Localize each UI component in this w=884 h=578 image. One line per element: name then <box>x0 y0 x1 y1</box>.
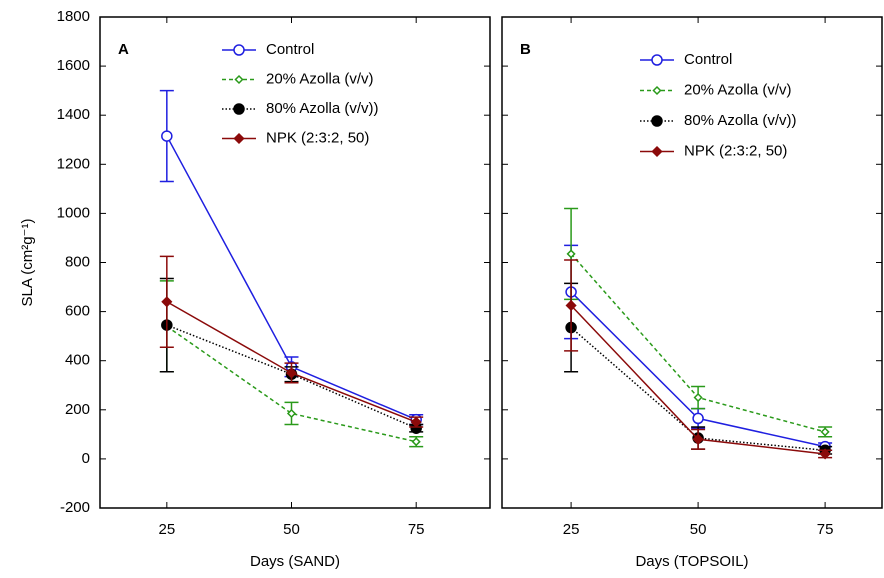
marker <box>565 299 577 312</box>
marker <box>161 296 173 308</box>
legend-marker <box>233 103 245 115</box>
y-tick-label: -200 <box>60 499 90 516</box>
y-tick-label: 400 <box>65 352 90 369</box>
legend-label: 20% Azolla (v/v) <box>266 70 374 87</box>
legend-label: Control <box>266 41 314 58</box>
marker <box>286 408 297 419</box>
legend-marker <box>234 74 244 85</box>
y-tick-label: 0 <box>82 450 90 467</box>
marker <box>161 130 173 142</box>
x-axis-label: Days (SAND) <box>250 553 340 570</box>
y-tick-label: 1800 <box>57 8 90 25</box>
marker <box>411 437 421 447</box>
x-tick-label: 75 <box>408 521 425 538</box>
y-tick-label: 1000 <box>57 204 90 221</box>
legend-label: NPK (2:3:2, 50) <box>266 129 369 146</box>
plot-frame <box>99 16 491 509</box>
y-axis-label: SLA (cm²g⁻¹) <box>19 219 36 307</box>
legend-marker <box>652 85 662 96</box>
legend-marker <box>651 54 663 66</box>
legend-label: Control <box>684 51 732 68</box>
x-tick-label: 25 <box>158 521 175 538</box>
marker <box>692 412 704 425</box>
marker <box>692 433 704 445</box>
marker <box>819 448 831 460</box>
legend-label: 80% Azolla (v/v)) <box>684 112 797 129</box>
x-tick-label: 50 <box>283 521 300 538</box>
series-line <box>166 325 417 443</box>
legend-marker <box>651 115 663 127</box>
legend-label: 80% Azolla (v/v)) <box>266 100 379 117</box>
marker <box>410 416 422 428</box>
marker <box>820 427 830 437</box>
legend-label: NPK (2:3:2, 50) <box>684 142 787 159</box>
x-tick-label: 75 <box>817 521 834 538</box>
y-tick-label: 1600 <box>57 57 90 74</box>
y-tick-label: 1400 <box>57 106 90 123</box>
legend-marker <box>233 132 245 145</box>
marker <box>693 392 703 403</box>
legend-marker <box>651 145 663 158</box>
y-tick-label: 200 <box>65 401 90 418</box>
x-tick-label: 50 <box>690 521 707 538</box>
y-tick-label: 600 <box>65 303 90 320</box>
panel-label: A <box>118 41 129 58</box>
panel-label: B <box>520 41 531 58</box>
y-tick-label: 1200 <box>57 155 90 172</box>
legend-marker <box>233 44 245 56</box>
legend-label: 20% Azolla (v/v) <box>684 81 792 98</box>
marker <box>285 367 298 379</box>
x-axis-label: Days (TOPSOIL) <box>635 553 748 570</box>
x-tick-label: 25 <box>563 521 580 538</box>
marker <box>566 249 576 259</box>
y-tick-label: 800 <box>65 253 90 270</box>
